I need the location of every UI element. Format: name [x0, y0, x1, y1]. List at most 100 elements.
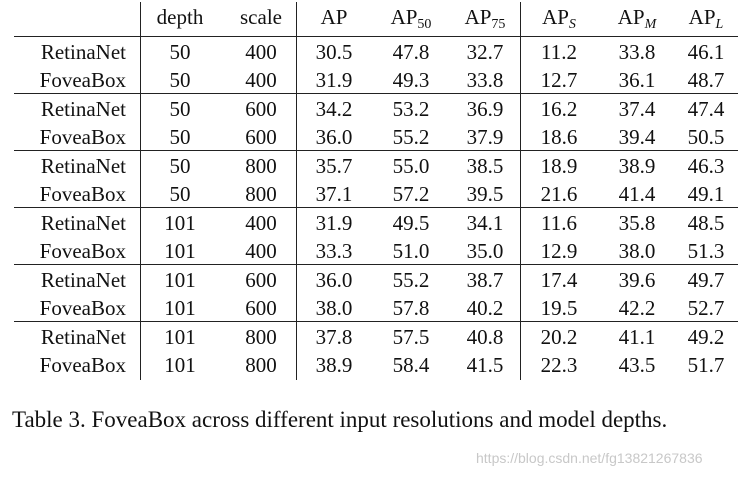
cell-model: RetinaNet [40, 40, 126, 64]
column-separator-line [296, 2, 297, 380]
header-apl: APL [674, 3, 738, 32]
header-ap50-label: AP [390, 5, 418, 29]
cell-ap50: 55.0 [392, 154, 430, 178]
cell-model: FoveaBox [39, 296, 126, 320]
group-separator-line [14, 264, 738, 265]
cell-apl: 49.2 [687, 325, 725, 349]
header-depth-label: depth [156, 5, 204, 29]
cell-apl: 52.7 [687, 296, 725, 320]
cell-depth: 50 [169, 125, 191, 149]
cell-ap: 37.8 [315, 325, 353, 349]
cell-ap50: 55.2 [392, 268, 430, 292]
cell-apl: 46.3 [687, 154, 725, 178]
header-apl-label: AP [688, 5, 716, 29]
cell-ap75: 40.8 [466, 325, 504, 349]
cell-ap: 38.9 [315, 353, 353, 377]
cell-ap: 37.1 [315, 182, 353, 206]
cell-apm: 43.5 [618, 353, 656, 377]
table-row: FoveaBox 50 600 36.0 55.2 37.9 18.6 39.4 50.5 [0, 123, 743, 151]
cell-model: FoveaBox [39, 182, 126, 206]
cell-apl: 51.3 [687, 239, 725, 263]
cell-ap75: 38.7 [466, 268, 504, 292]
table-row: FoveaBox 50 400 31.9 49.3 33.8 12.7 36.1 48.7 [0, 66, 743, 94]
group-separator-line [14, 321, 738, 322]
cell-ap: 38.0 [315, 296, 353, 320]
cell-model: FoveaBox [39, 239, 126, 263]
header-scale-label: scale [240, 5, 282, 29]
cell-aps: 11.6 [541, 211, 577, 235]
cell-apm: 41.1 [618, 325, 656, 349]
cell-scale: 400 [245, 211, 277, 235]
table-row: RetinaNet 50 400 30.5 47.8 32.7 11.2 33.8 46.1 [0, 38, 743, 66]
cell-ap: 31.9 [315, 211, 353, 235]
cell-depth: 50 [169, 182, 191, 206]
table-row: FoveaBox 101 400 33.3 51.0 35.0 12.9 38.0 51.3 [0, 237, 743, 265]
cell-aps: 17.4 [540, 268, 578, 292]
cell-model: RetinaNet [40, 97, 126, 121]
cell-depth: 101 [164, 211, 196, 235]
cell-ap50: 49.3 [392, 68, 430, 92]
cell-ap50: 51.0 [392, 239, 430, 263]
cell-aps: 18.6 [540, 125, 578, 149]
table-row: FoveaBox 101 800 38.9 58.4 41.5 22.3 43.5 51.7 [0, 351, 743, 379]
header-row: depth scale AP AP50 AP75 APS APM APL [0, 3, 743, 32]
cell-scale: 800 [245, 325, 277, 349]
cell-apl: 49.7 [687, 268, 725, 292]
cell-ap75: 34.1 [466, 211, 504, 235]
cell-ap50: 57.2 [392, 182, 430, 206]
cell-apl: 48.7 [687, 68, 725, 92]
cell-apm: 39.6 [618, 268, 656, 292]
watermark-text: https://blog.csdn.net/fg13821267836 [476, 450, 703, 466]
cell-model: RetinaNet [40, 325, 126, 349]
cell-scale: 800 [245, 353, 277, 377]
table-row: FoveaBox 101 600 38.0 57.8 40.2 19.5 42.2 52.7 [0, 294, 743, 322]
cell-aps: 16.2 [540, 97, 578, 121]
cell-ap50: 53.2 [392, 97, 430, 121]
cell-depth: 101 [164, 296, 196, 320]
cell-apl: 49.1 [687, 182, 725, 206]
cell-scale: 400 [245, 40, 277, 64]
table-row: RetinaNet 101 800 37.8 57.5 40.8 20.2 41.1 49.2 [0, 323, 743, 351]
cell-depth: 50 [169, 40, 191, 64]
cell-model: FoveaBox [39, 353, 126, 377]
table-row: RetinaNet 101 400 31.9 49.5 34.1 11.6 35.8 48.5 [0, 209, 743, 237]
cell-scale: 600 [245, 125, 277, 149]
cell-apm: 38.0 [618, 239, 656, 263]
cell-model: RetinaNet [40, 154, 126, 178]
cell-depth: 101 [164, 268, 196, 292]
table-row: RetinaNet 50 800 35.7 55.0 38.5 18.9 38.9 46.3 [0, 152, 743, 180]
cell-aps: 18.9 [540, 154, 578, 178]
cell-ap75: 37.9 [466, 125, 504, 149]
header-depth: depth [142, 3, 218, 31]
cell-apm: 39.4 [618, 125, 656, 149]
cell-ap75: 39.5 [466, 182, 504, 206]
group-separator-line [14, 207, 738, 208]
cell-aps: 11.2 [541, 40, 577, 64]
cell-ap: 36.0 [315, 125, 353, 149]
header-apm-label: AP [617, 5, 645, 29]
cell-aps: 21.6 [540, 182, 578, 206]
header-scale: scale [226, 3, 296, 31]
cell-apl: 46.1 [687, 40, 725, 64]
cell-ap: 30.5 [315, 40, 353, 64]
cell-depth: 50 [169, 154, 191, 178]
cell-ap75: 40.2 [466, 296, 504, 320]
cell-aps: 12.7 [540, 68, 578, 92]
cell-ap50: 57.5 [392, 325, 430, 349]
cell-model: RetinaNet [40, 211, 126, 235]
column-separator-line [520, 2, 521, 380]
cell-ap50: 49.5 [392, 211, 430, 235]
header-ap75-label: AP [464, 5, 492, 29]
header-ap-label: AP [320, 5, 348, 29]
header-ap: AP [298, 3, 370, 31]
cell-apm: 37.4 [618, 97, 656, 121]
cell-ap: 31.9 [315, 68, 353, 92]
header-model [14, 3, 126, 31]
header-apm-subscript: M [644, 17, 657, 32]
header-apm: APM [596, 3, 678, 32]
cell-scale: 800 [245, 154, 277, 178]
cell-aps: 12.9 [540, 239, 578, 263]
cell-depth: 50 [169, 97, 191, 121]
cell-depth: 101 [164, 353, 196, 377]
cell-apm: 33.8 [618, 40, 656, 64]
